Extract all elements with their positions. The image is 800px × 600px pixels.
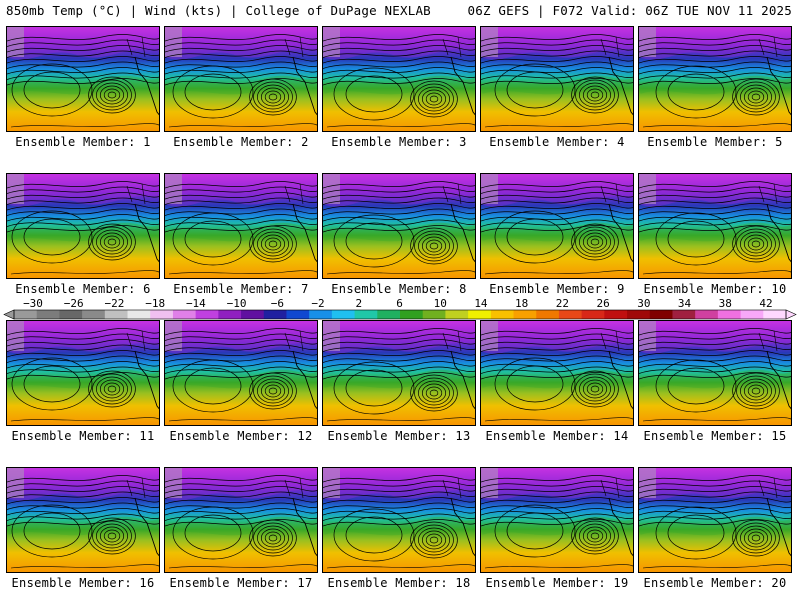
colorbar-right-arrow	[785, 309, 797, 320]
colorbar-swatch	[59, 310, 83, 319]
ensemble-member-label: Ensemble Member: 8	[331, 282, 467, 296]
ensemble-member-map	[322, 467, 476, 573]
ensemble-member-label: Ensemble Member: 18	[327, 576, 471, 590]
colorbar-swatch	[400, 310, 424, 319]
ensemble-member-label: Ensemble Member: 13	[327, 429, 471, 443]
ensemble-member-label: Ensemble Member: 7	[173, 282, 309, 296]
colorbar-tick-label: 18	[515, 297, 528, 310]
ensemble-member-label: Ensemble Member: 10	[643, 282, 787, 296]
ensemble-member-map	[480, 320, 634, 426]
colorbar-outline	[13, 309, 787, 320]
ensemble-member-map	[480, 26, 634, 132]
ensemble-member-map	[164, 467, 318, 573]
ensemble-member-map	[6, 173, 160, 279]
ensemble-member-map	[638, 467, 792, 573]
colorbar-tick-label: 2	[355, 297, 362, 310]
colorbar-swatch	[763, 310, 787, 319]
colorbar-tick-label: −18	[145, 297, 165, 310]
colorbar-swatch	[127, 310, 151, 319]
colorbar-swatch	[354, 310, 378, 319]
colorbar-tick-label: 10	[434, 297, 447, 310]
ensemble-member-label: Ensemble Member: 15	[643, 429, 787, 443]
colorbar-tick-label: 38	[719, 297, 732, 310]
colorbar-swatch	[309, 310, 333, 319]
ensemble-member-label: Ensemble Member: 16	[11, 576, 155, 590]
colorbar-swatch	[536, 310, 560, 319]
colorbar-swatch	[36, 310, 60, 319]
colorbar-swatch	[558, 310, 583, 319]
colorbar-swatch	[14, 310, 38, 319]
colorbar-tick-label: −2	[311, 297, 324, 310]
colorbar-swatch	[490, 310, 515, 319]
colorbar-swatch	[604, 310, 628, 319]
colorbar-swatch	[241, 310, 265, 319]
ensemble-member-map	[322, 26, 476, 132]
colorbar-tick-label: 6	[396, 297, 403, 310]
colorbar-swatch	[627, 310, 651, 319]
colorbar-swatch	[172, 310, 197, 319]
ensemble-member-map	[6, 26, 160, 132]
ensemble-member-label: Ensemble Member: 14	[485, 429, 629, 443]
colorbar-swatch	[104, 310, 129, 319]
ensemble-member-map	[480, 467, 634, 573]
colorbar-swatch	[740, 310, 764, 319]
ensemble-member-label: Ensemble Member: 3	[331, 135, 467, 149]
ensemble-member-label: Ensemble Member: 6	[15, 282, 151, 296]
colorbar-tick-label: 26	[596, 297, 609, 310]
ensemble-member-label: Ensemble Member: 11	[11, 429, 155, 443]
ensemble-member-label: Ensemble Member: 20	[643, 576, 787, 590]
colorbar-left-arrow	[3, 309, 15, 320]
ensemble-member-map	[322, 320, 476, 426]
model-run-info: 06Z GEFS | F072 Valid: 06Z TUE NOV 11 20…	[467, 3, 792, 18]
ensemble-member-map	[164, 320, 318, 426]
ensemble-member-label: Ensemble Member: 4	[489, 135, 625, 149]
colorbar-tick-label: −26	[64, 297, 84, 310]
colorbar-swatch	[377, 310, 401, 319]
ensemble-member-map	[6, 467, 160, 573]
ensemble-member-label: Ensemble Member: 12	[169, 429, 313, 443]
colorbar-tick-label: 30	[637, 297, 650, 310]
colorbar-swatch	[513, 310, 537, 319]
colorbar-tick-label: 34	[678, 297, 692, 310]
ensemble-member-label: Ensemble Member: 9	[489, 282, 625, 296]
ensemble-member-label: Ensemble Member: 1	[15, 135, 151, 149]
ensemble-member-label: Ensemble Member: 2	[173, 135, 309, 149]
colorbar-tick-label: 42	[759, 297, 772, 310]
ensemble-member-map	[638, 320, 792, 426]
ensemble-member-map	[164, 26, 318, 132]
ensemble-member-map	[322, 173, 476, 279]
colorbar-tick-label: 22	[556, 297, 569, 310]
colorbar-swatch	[695, 310, 719, 319]
colorbar-swatch	[218, 310, 242, 319]
ensemble-member-map	[638, 173, 792, 279]
ensemble-member-label: Ensemble Member: 19	[485, 576, 629, 590]
colorbar-swatch	[468, 310, 492, 319]
colorbar-swatch	[150, 310, 174, 319]
temperature-colorbar: −30 −26 −22 −18 −14 −10 −6 −2 2 6 10 14 18 22 26 30 34 38…	[3, 297, 797, 320]
colorbar-swatch	[195, 310, 219, 319]
ensemble-member-map	[164, 173, 318, 279]
colorbar-swatch	[286, 310, 310, 319]
ensemble-member-label: Ensemble Member: 17	[169, 576, 313, 590]
colorbar-swatch	[422, 310, 446, 319]
colorbar-tick-label: −22	[105, 297, 125, 310]
colorbar-swatch	[445, 310, 469, 319]
colorbar-tick-label: −14	[186, 297, 206, 310]
ensemble-member-label: Ensemble Member: 5	[647, 135, 783, 149]
ensemble-member-map	[638, 26, 792, 132]
colorbar-swatch	[581, 310, 605, 319]
colorbar-swatch	[649, 310, 673, 319]
colorbar-swatch	[717, 310, 742, 319]
colorbar-tick-label: −10	[227, 297, 247, 310]
colorbar-swatch	[672, 310, 696, 319]
colorbar-swatch	[82, 310, 106, 319]
colorbar-swatch	[263, 310, 287, 319]
colorbar-tick-label: 14	[474, 297, 488, 310]
colorbar-tick-label: −30	[23, 297, 43, 310]
ensemble-member-map	[6, 320, 160, 426]
colorbar-tick-label: −6	[271, 297, 284, 310]
colorbar-swatch	[331, 310, 356, 319]
map-title: 850mb Temp (°C) | Wind (kts) | College o…	[6, 3, 431, 18]
ensemble-member-map	[480, 173, 634, 279]
